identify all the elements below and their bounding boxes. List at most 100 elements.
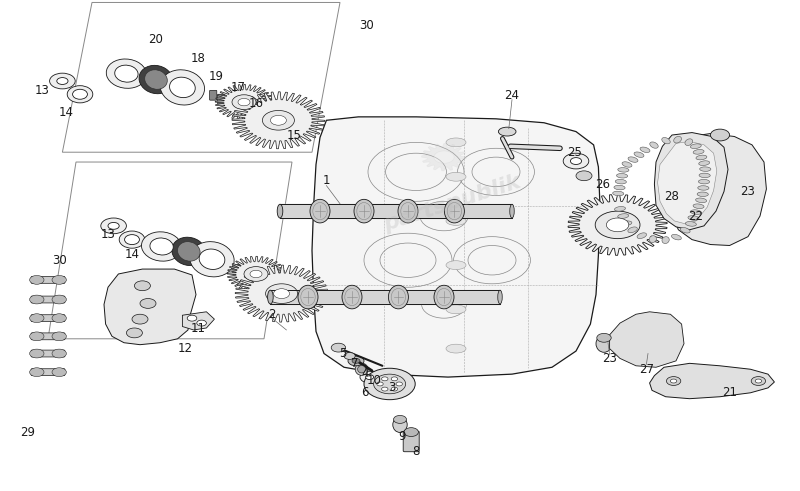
Ellipse shape [698,161,710,165]
Ellipse shape [688,216,699,220]
Ellipse shape [73,89,87,99]
FancyBboxPatch shape [31,296,65,303]
Ellipse shape [446,172,466,181]
Circle shape [140,299,156,308]
Ellipse shape [693,204,704,209]
Text: 14: 14 [125,248,139,261]
Circle shape [52,332,66,341]
Ellipse shape [699,173,710,178]
Ellipse shape [139,65,173,94]
Ellipse shape [498,127,516,136]
Ellipse shape [680,227,690,233]
Polygon shape [232,92,325,149]
Circle shape [52,349,66,358]
Circle shape [238,98,250,106]
Text: 23: 23 [602,352,617,365]
Circle shape [134,281,150,291]
Circle shape [266,284,298,303]
Text: 26: 26 [595,178,610,191]
Ellipse shape [150,238,174,255]
Circle shape [374,374,406,394]
Ellipse shape [685,139,693,145]
Circle shape [755,379,762,383]
Text: 4: 4 [361,367,369,380]
Ellipse shape [640,147,650,153]
Text: 27: 27 [639,363,654,376]
FancyBboxPatch shape [403,431,419,452]
Circle shape [366,375,374,380]
Circle shape [30,349,44,358]
Text: 21: 21 [722,386,737,399]
Ellipse shape [510,204,514,218]
Ellipse shape [618,214,629,218]
Ellipse shape [696,198,706,203]
FancyBboxPatch shape [31,333,65,340]
Polygon shape [312,117,600,377]
Ellipse shape [354,199,374,223]
Ellipse shape [172,237,206,266]
Circle shape [751,377,766,385]
Text: 10: 10 [367,374,382,387]
Circle shape [274,289,290,299]
Ellipse shape [618,167,629,172]
Text: 13: 13 [101,228,115,241]
Circle shape [563,153,589,169]
Text: 30: 30 [359,19,374,32]
Circle shape [30,368,44,377]
Circle shape [126,328,142,338]
Circle shape [595,211,640,239]
Ellipse shape [267,290,274,304]
Ellipse shape [445,199,464,223]
FancyBboxPatch shape [31,369,65,376]
Text: 7: 7 [350,357,358,370]
Circle shape [197,320,206,326]
Text: 18: 18 [191,53,206,65]
Text: 19: 19 [209,70,223,82]
Text: 16: 16 [249,97,263,109]
Circle shape [50,73,75,89]
FancyBboxPatch shape [241,269,248,278]
Circle shape [57,78,68,84]
Ellipse shape [698,186,709,190]
Polygon shape [215,84,273,120]
Text: 23: 23 [741,185,755,198]
Ellipse shape [671,234,682,240]
Circle shape [187,315,197,321]
Text: 9: 9 [398,431,406,443]
Text: 28: 28 [665,190,679,203]
Ellipse shape [119,231,145,248]
Ellipse shape [178,242,200,261]
Circle shape [606,218,629,232]
Ellipse shape [446,261,466,270]
Circle shape [382,387,388,391]
Text: 3: 3 [388,382,396,394]
Text: 14: 14 [59,107,74,119]
Ellipse shape [298,285,318,309]
Circle shape [250,270,262,278]
Circle shape [382,377,388,381]
Text: partspublik: partspublik [381,172,523,235]
Circle shape [270,115,286,125]
Ellipse shape [310,199,330,223]
Ellipse shape [160,70,205,105]
FancyBboxPatch shape [31,276,65,283]
Ellipse shape [277,204,283,218]
Ellipse shape [614,207,626,211]
Ellipse shape [342,285,362,309]
Ellipse shape [650,142,658,148]
Circle shape [391,387,398,391]
Ellipse shape [67,85,93,103]
Ellipse shape [621,221,632,225]
Ellipse shape [690,144,702,149]
Ellipse shape [355,363,368,376]
Ellipse shape [498,290,502,304]
Ellipse shape [596,335,612,353]
Circle shape [666,377,681,385]
Text: 24: 24 [505,89,519,102]
Circle shape [404,428,418,436]
Text: 6: 6 [361,386,369,399]
Ellipse shape [622,162,632,167]
Polygon shape [670,134,766,246]
FancyBboxPatch shape [218,94,225,104]
Polygon shape [658,141,717,224]
